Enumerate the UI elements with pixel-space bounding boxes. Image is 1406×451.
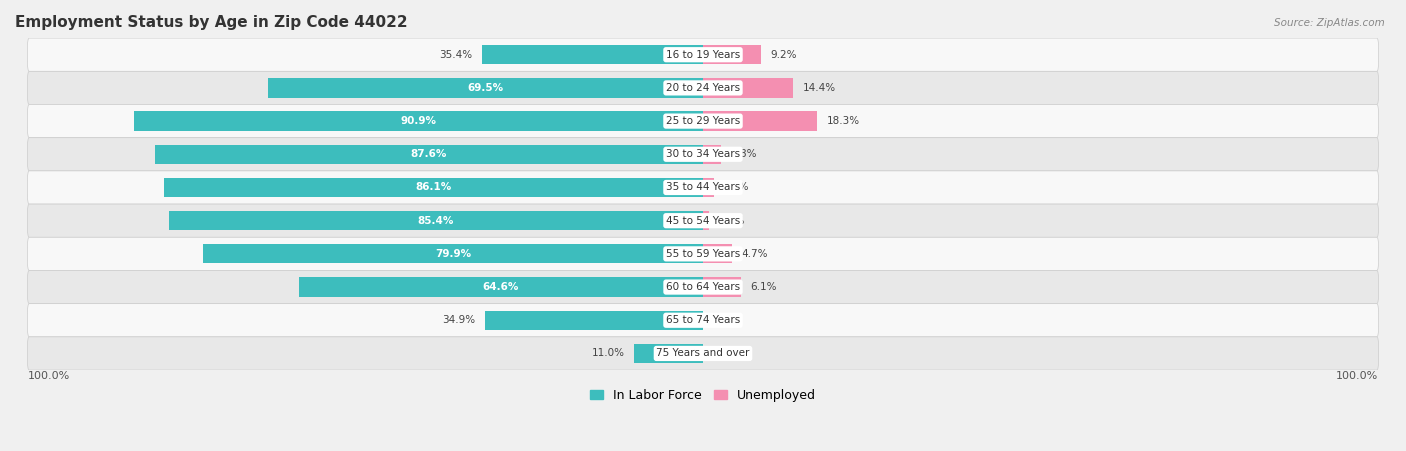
- Bar: [703, 145, 720, 164]
- Bar: [485, 311, 703, 330]
- FancyBboxPatch shape: [27, 337, 1379, 370]
- Bar: [703, 45, 761, 64]
- Text: 90.9%: 90.9%: [401, 116, 437, 126]
- Bar: [135, 111, 703, 131]
- Text: 45 to 54 Years: 45 to 54 Years: [666, 216, 740, 226]
- Text: 11.0%: 11.0%: [592, 349, 624, 359]
- Text: 2.8%: 2.8%: [730, 149, 756, 159]
- Text: 34.9%: 34.9%: [443, 315, 475, 325]
- Bar: [169, 211, 703, 230]
- Bar: [703, 277, 741, 297]
- Text: 35 to 44 Years: 35 to 44 Years: [666, 183, 740, 193]
- Text: 55 to 59 Years: 55 to 59 Years: [666, 249, 740, 259]
- Bar: [703, 111, 817, 131]
- Text: 0.0%: 0.0%: [713, 315, 738, 325]
- FancyBboxPatch shape: [27, 38, 1379, 71]
- Text: 9.2%: 9.2%: [770, 50, 796, 60]
- Text: 25 to 29 Years: 25 to 29 Years: [666, 116, 740, 126]
- FancyBboxPatch shape: [27, 71, 1379, 105]
- Text: 85.4%: 85.4%: [418, 216, 454, 226]
- FancyBboxPatch shape: [27, 271, 1379, 304]
- Bar: [703, 211, 709, 230]
- Text: 65 to 74 Years: 65 to 74 Years: [666, 315, 740, 325]
- FancyBboxPatch shape: [27, 204, 1379, 237]
- Bar: [703, 78, 793, 97]
- Bar: [634, 344, 703, 363]
- Bar: [165, 178, 703, 197]
- Text: 1.7%: 1.7%: [723, 183, 749, 193]
- Text: 0.0%: 0.0%: [713, 349, 738, 359]
- Text: 30 to 34 Years: 30 to 34 Years: [666, 149, 740, 159]
- Text: 6.1%: 6.1%: [751, 282, 778, 292]
- Bar: [703, 178, 714, 197]
- FancyBboxPatch shape: [27, 105, 1379, 138]
- Bar: [269, 78, 703, 97]
- Bar: [703, 244, 733, 263]
- Text: 75 Years and over: 75 Years and over: [657, 349, 749, 359]
- Text: 100.0%: 100.0%: [28, 371, 70, 381]
- Text: 60 to 64 Years: 60 to 64 Years: [666, 282, 740, 292]
- Text: 64.6%: 64.6%: [482, 282, 519, 292]
- Bar: [204, 244, 703, 263]
- Text: 18.3%: 18.3%: [827, 116, 860, 126]
- Text: Source: ZipAtlas.com: Source: ZipAtlas.com: [1274, 18, 1385, 28]
- Text: 16 to 19 Years: 16 to 19 Years: [666, 50, 740, 60]
- Text: 14.4%: 14.4%: [803, 83, 835, 93]
- Text: 69.5%: 69.5%: [468, 83, 503, 93]
- Text: 79.9%: 79.9%: [434, 249, 471, 259]
- Text: 86.1%: 86.1%: [416, 183, 451, 193]
- Bar: [482, 45, 703, 64]
- Bar: [155, 145, 703, 164]
- Bar: [299, 277, 703, 297]
- Text: 100.0%: 100.0%: [1336, 371, 1378, 381]
- Text: 20 to 24 Years: 20 to 24 Years: [666, 83, 740, 93]
- Legend: In Labor Force, Unemployed: In Labor Force, Unemployed: [585, 384, 821, 407]
- FancyBboxPatch shape: [27, 171, 1379, 204]
- Text: Employment Status by Age in Zip Code 44022: Employment Status by Age in Zip Code 440…: [15, 15, 408, 30]
- Text: 35.4%: 35.4%: [439, 50, 472, 60]
- FancyBboxPatch shape: [27, 138, 1379, 171]
- Text: 87.6%: 87.6%: [411, 149, 447, 159]
- FancyBboxPatch shape: [27, 237, 1379, 271]
- Text: 4.7%: 4.7%: [742, 249, 768, 259]
- FancyBboxPatch shape: [27, 304, 1379, 337]
- Text: 0.9%: 0.9%: [718, 216, 744, 226]
